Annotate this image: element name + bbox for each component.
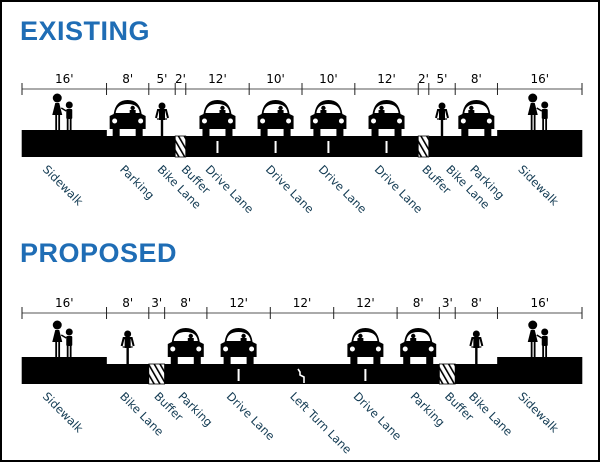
sidewalk-surface [497, 130, 583, 157]
road-surface [106, 136, 150, 157]
segment-label: Left Turn Lane [287, 389, 354, 456]
arrow-up-marking-icon [364, 369, 367, 381]
bicycle-icon [120, 330, 135, 364]
pedestrians-icon [527, 320, 549, 357]
segment-label: Drive Lane [224, 389, 278, 443]
segment-label: Sidewalk [515, 389, 561, 435]
segment-sidewalk: 16' Sidewalk [21, 296, 107, 436]
buffer-hatch [438, 363, 456, 385]
sidewalk-surface [21, 357, 107, 384]
car-icon [400, 328, 437, 364]
segment-drive-lane: 12' Drive Lane [354, 72, 426, 216]
dimension-label: 5' [157, 72, 168, 86]
car-icon [368, 100, 405, 136]
segment-buffer: 2'Buffer [417, 72, 454, 197]
dimension-label: 12' [229, 296, 248, 310]
segment-label: Drive Lane [372, 162, 426, 216]
segment-parking: 8' Parking [396, 296, 448, 429]
dimension-label: 2' [418, 72, 429, 86]
segment-label: Drive Lane [351, 389, 405, 443]
segment-label: Parking [408, 389, 448, 429]
pedestrians-icon [527, 93, 549, 130]
sidewalk-surface [21, 130, 107, 157]
arrow-up-marking-icon [327, 141, 330, 153]
segment-sidewalk: 16' Sidewalk [496, 296, 583, 436]
car-icon [220, 328, 257, 364]
segment-sidewalk: 16' Sidewalk [496, 72, 583, 209]
proposed-title: PROPOSED [20, 238, 178, 268]
road-surface [164, 364, 208, 384]
dimension-label: 8' [180, 296, 191, 310]
car-icon [109, 100, 146, 136]
dimension-label: 12' [356, 296, 375, 310]
road-surface [428, 136, 456, 157]
dimension-label: 16' [530, 72, 549, 86]
bicycle-icon [155, 102, 169, 136]
road-surface [454, 364, 498, 384]
pedestrians-icon [52, 320, 73, 357]
segment-drive-lane: 12' Drive Lane [333, 296, 404, 443]
segment-label: Sidewalk [515, 162, 561, 208]
segment-label: Sidewalk [40, 162, 86, 208]
road-surface [106, 364, 150, 384]
dimension-label: 12' [208, 72, 227, 86]
car-icon [310, 100, 347, 136]
car-icon [347, 328, 384, 364]
bicycle-icon [435, 102, 449, 136]
dimension-label: 8' [122, 72, 133, 86]
sidewalk-surface [497, 357, 583, 384]
arrow-down-marking-icon [274, 141, 277, 153]
buffer-hatch [417, 135, 430, 158]
dimension-label: 10' [266, 72, 285, 86]
dimension-label: 12' [293, 296, 312, 310]
dimension-label: 5' [437, 72, 448, 86]
car-icon [257, 100, 294, 136]
dimension-label: 8' [471, 296, 482, 310]
arrow-up-marking-icon [385, 141, 388, 153]
dimension-label: 2' [175, 72, 186, 86]
dimension-label: 16' [530, 296, 549, 310]
arrow-down-marking-icon [216, 141, 219, 153]
dimension-label: 8' [413, 296, 424, 310]
road-surface [396, 364, 440, 384]
dimension-label: 8' [471, 72, 482, 86]
dimension-label: 3' [151, 296, 162, 310]
segment-buffer: 3'Buffer [148, 296, 186, 424]
segment-label: Sidewalk [40, 389, 86, 435]
dimension-label: 12' [377, 72, 396, 86]
dimension-label: 16' [55, 72, 74, 86]
buffer-hatch [174, 135, 187, 158]
segment-label: Parking [117, 162, 157, 202]
segment-label: Drive Lane [263, 162, 317, 216]
car-icon [458, 100, 495, 136]
road-surface [148, 136, 176, 157]
segment-buffer: 3'Buffer [438, 296, 477, 424]
road-surface [454, 136, 498, 157]
car-icon [199, 100, 236, 136]
bicycle-icon [469, 330, 484, 364]
arrow-down-marking-icon [237, 369, 240, 381]
pedestrians-icon [52, 93, 73, 130]
dimension-label: 8' [122, 296, 133, 310]
dimension-label: 10' [319, 72, 338, 86]
segment-sidewalk: 16' Sidewalk [21, 72, 107, 209]
left-turn-marking-icon [297, 368, 305, 383]
road-surface [270, 364, 334, 384]
buffer-hatch [148, 363, 166, 385]
existing-title: EXISTING [20, 16, 151, 46]
segment-label: Drive Lane [316, 162, 370, 216]
dimension-label: 3' [442, 296, 453, 310]
dimension-label: 16' [55, 296, 74, 310]
segment-drive-lane: 12' Drive Lane [206, 296, 278, 443]
car-icon [167, 328, 204, 364]
